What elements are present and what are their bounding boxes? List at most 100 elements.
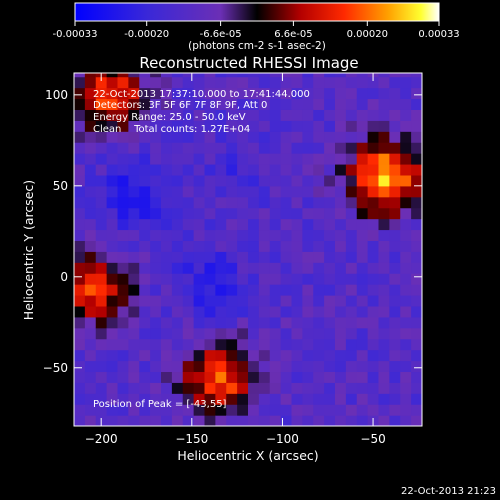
heatmap-cell (182, 382, 195, 394)
heatmap-cell (335, 360, 347, 373)
heatmap-cell (193, 142, 206, 154)
heatmap-cell (269, 73, 282, 78)
heatmap-cell (335, 305, 347, 318)
heatmap-cell (400, 142, 412, 154)
heatmap-cell (150, 98, 162, 110)
heatmap-cell (291, 131, 303, 143)
heatmap-cell (106, 349, 119, 362)
heatmap-cell (280, 153, 293, 165)
heatmap-cell (389, 174, 401, 187)
heatmap-cell (139, 73, 151, 78)
heatmap-cell (171, 284, 184, 296)
heatmap-cell (258, 109, 271, 121)
heatmap-cell (215, 349, 227, 362)
heatmap-cell (313, 273, 325, 285)
heatmap-cell (367, 174, 380, 187)
heatmap-cell (182, 87, 195, 100)
heatmap-cell (302, 393, 314, 405)
heatmap-cell (248, 382, 260, 394)
heatmap-cell (302, 142, 314, 154)
heatmap-cell (345, 284, 358, 296)
heatmap-cell (74, 404, 86, 416)
heatmap-cell (324, 262, 336, 274)
heatmap-cell (139, 338, 151, 351)
heatmap-cell (139, 404, 151, 416)
heatmap-cell (215, 163, 227, 176)
heatmap-cell (302, 273, 314, 285)
heatmap-cell (237, 163, 249, 176)
heatmap-cell (74, 371, 86, 383)
colorbar-tick-label: 0.00020 (347, 29, 388, 40)
heatmap-cell (74, 185, 86, 198)
heatmap-cell (161, 284, 173, 296)
heatmap-cell (411, 284, 422, 296)
heatmap-cell (400, 207, 412, 220)
heatmap-cell (117, 153, 129, 165)
heatmap-cell (95, 393, 108, 405)
heatmap-cell (313, 73, 325, 78)
heatmap-cell (237, 87, 249, 100)
heatmap-cell (237, 76, 249, 89)
heatmap-cell (335, 153, 347, 165)
heatmap-cell (171, 98, 184, 110)
heatmap-cell (204, 120, 216, 132)
heatmap-cell (226, 142, 238, 154)
heatmap-cell (389, 294, 401, 307)
heatmap-cell (84, 98, 97, 110)
heatmap-cell (106, 294, 119, 307)
heatmap-cell (302, 316, 314, 329)
heatmap-cell (324, 273, 336, 285)
heatmap-cell (204, 163, 216, 176)
heatmap-cell (356, 273, 369, 285)
heatmap-cell (150, 218, 162, 231)
heatmap-cell (237, 229, 249, 242)
heatmap-cell (411, 174, 422, 187)
heatmap-cell (139, 371, 151, 383)
heatmap-cell (324, 196, 336, 209)
heatmap-cell (302, 87, 314, 100)
heatmap-cell (226, 327, 238, 340)
heatmap-cell (117, 131, 129, 143)
heatmap-cell (324, 316, 336, 329)
heatmap-cell (411, 120, 422, 132)
heatmap-cell (269, 327, 282, 340)
heatmap-cell (269, 382, 282, 394)
heatmap-cell (280, 294, 293, 307)
heatmap-cell (389, 109, 401, 121)
heatmap-cell (335, 185, 347, 198)
heatmap-cell (313, 284, 325, 296)
heatmap-cell (106, 153, 119, 165)
heatmap-cell (226, 76, 238, 89)
heatmap-cell (356, 98, 369, 110)
heatmap-cell (411, 109, 422, 121)
heatmap-cell (345, 131, 358, 143)
heatmap-cell (356, 153, 369, 165)
heatmap-cell (302, 207, 314, 220)
heatmap-cell (215, 251, 227, 263)
colorbar (74, 2, 440, 22)
heatmap-cell (367, 185, 380, 198)
heatmap-cell (280, 327, 293, 340)
heatmap-cell (248, 294, 260, 307)
heatmap-cell (400, 98, 412, 110)
heatmap-cell (335, 229, 347, 242)
heatmap-cell (161, 327, 173, 340)
heatmap-cell (291, 393, 303, 405)
heatmap-cell (258, 131, 271, 143)
heatmap-cell (226, 229, 238, 242)
heatmap-cell (74, 142, 86, 154)
heatmap-cell (128, 360, 140, 373)
heatmap-cell (367, 109, 380, 121)
heatmap-cell (171, 142, 184, 154)
heatmap-cell (248, 185, 260, 198)
heatmap-cell (95, 76, 108, 89)
heatmap-cell (280, 131, 293, 143)
colorbar-unit-label: (photons cm-2 s-1 asec-2) (188, 40, 326, 52)
heatmap-cell (182, 109, 195, 121)
heatmap-cell (182, 229, 195, 242)
heatmap-cell (280, 382, 293, 394)
heatmap-cell (182, 196, 195, 209)
heatmap-cell (356, 284, 369, 296)
heatmap-cell (248, 98, 260, 110)
heatmap-cell (150, 196, 162, 209)
